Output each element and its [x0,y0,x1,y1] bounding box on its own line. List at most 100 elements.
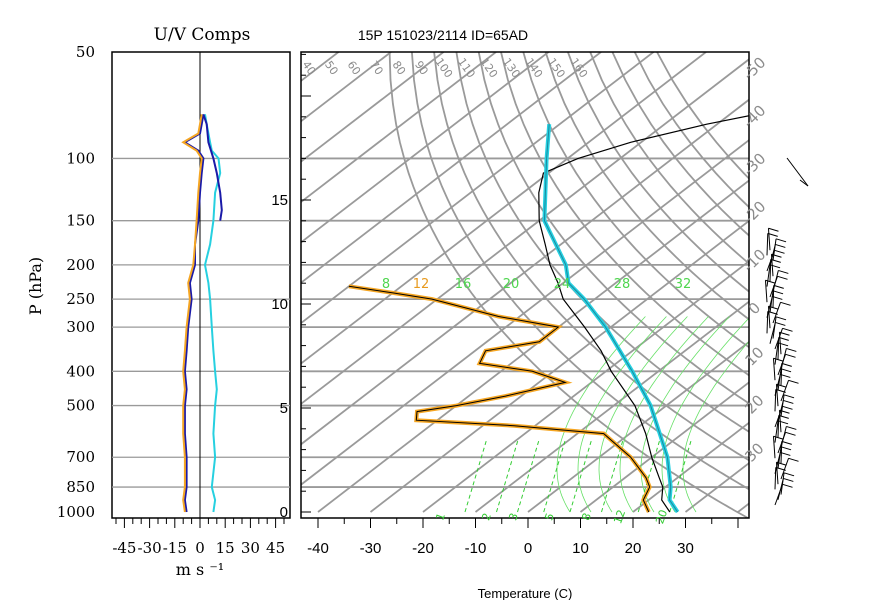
wind-barb-flag [783,394,795,399]
wind-barb [780,426,787,448]
temp-tick-label: -30 [360,540,382,557]
wind-barb-flag [773,435,784,440]
pressure-tick-label: 50 [76,43,95,61]
wind-barb-flag [783,477,794,482]
wind-barb-flag [780,301,791,306]
moist-adiabat-label: 16 [455,277,472,292]
wind-barb-flag [782,483,793,488]
temp-tick-label: 0 [524,540,532,557]
isotherm-label: -50 [739,53,769,83]
mixing-ratio-line [496,438,519,513]
mixing-ratio-line [669,438,693,513]
temp-tick-label: -10 [465,540,487,557]
dry-adiabat [656,52,749,180]
isotherm [317,179,749,513]
skewt-title: 15P 151023/2114 ID=65AD [358,27,528,43]
dry-adiabat [589,52,749,265]
isotherm [301,52,445,163]
wind-barb-flag [780,451,791,456]
wind-barb-flag [777,275,788,280]
isotherm [579,381,749,513]
mixing-ratio-line [601,438,624,513]
moist-adiabat [556,316,646,513]
moist-adiabat-label: 32 [675,277,692,292]
wind-barb-flag [772,290,784,295]
wind-barb-flag [778,269,789,274]
uv-x-axis-label: m s ⁻¹ [176,560,224,579]
wind-barbs [764,157,809,506]
wind-barb [769,290,774,313]
dry-adiabat [477,52,749,405]
uv-x-tick-label: -30 [138,539,162,557]
skewt-panel: 15P 151023/2114 ID=65AD 40 50 60 70 80 90 100 1… [271,27,887,600]
dry-adiabat [500,52,749,377]
wind-barb-flag [768,227,779,232]
pressure-tick-label: 250 [66,290,95,308]
wind-barb-flag [767,232,778,237]
isotherm-label: -40 [739,101,769,131]
wind-barb [780,472,785,495]
mixing-ratio-label: 2 [479,511,494,522]
skewt-series [348,115,749,514]
theta-label: 70 [367,59,386,78]
dry-adiabat [433,52,749,462]
wind-barb [772,436,776,459]
isotherm-label: -10 [739,245,769,275]
wind-barb-flag [788,457,799,462]
wind-barb [774,342,779,365]
wind-barb-flag [765,279,776,284]
mixing-ratio-line [569,438,593,513]
isotherm-label: 10 [741,343,767,369]
uv-series-line [202,113,223,221]
dry-adiabat [455,52,749,433]
skewt-plot-frame [300,51,750,519]
uv-x-tick-label: 15 [216,539,235,557]
wind-barb-flag [783,472,795,477]
moist-adiabat-label: 28 [614,277,631,292]
uv-x-tick-label: 30 [241,539,260,557]
isotherm [527,340,749,513]
uv-panel-title: U/V Comps [154,25,251,45]
isotherm [632,421,749,513]
wind-barb-flag [773,357,784,362]
wind-barb-flag [777,420,789,425]
theta-label: 50 [322,59,341,78]
height-tick-label: 5 [280,400,288,417]
wind-barb-flag [775,316,787,321]
wind-barb-flag [777,342,789,347]
mixing-ratio-line [517,438,540,513]
wind-barb-flag [785,431,796,436]
moist-adiabat [682,340,749,513]
wind-barb-flag [769,264,781,269]
temp-tick-label: 30 [677,540,694,557]
wind-barb [772,316,777,339]
uv-plot-frame [111,51,291,519]
pressure-tick-label: 850 [66,478,95,496]
uv-series-line [203,114,222,513]
wind-barb-flag [781,440,792,445]
wind-barb [772,238,777,261]
isotherm-label: 30 [741,439,767,465]
uv-y-axis-label: P (hPa) [26,257,45,315]
uv-x-tick-label: 45 [266,539,285,557]
wind-barb [777,337,780,360]
wind-barb-flag [772,295,783,300]
isotherm [843,52,887,512]
wind-barb-flag [788,379,799,384]
wind-barb-flag [799,179,809,187]
pressure-tick-label: 300 [66,318,95,336]
uv-panel: U/V Comps 501001502002503004005007008501… [26,25,291,579]
wind-barb [780,394,785,417]
isotherm [301,98,749,446]
pressure-tick-label: 150 [66,212,95,230]
temp-tick-label: -20 [412,540,434,557]
dry-adiabat [522,52,749,349]
isotherm [301,52,602,284]
moist-adiabat [640,316,730,513]
moist-adiabat [598,316,688,513]
mixing-ratio-label: 5 [542,511,557,522]
wind-barb [774,420,779,443]
wind-barb-flag [775,238,787,243]
wind-barb [777,368,782,391]
